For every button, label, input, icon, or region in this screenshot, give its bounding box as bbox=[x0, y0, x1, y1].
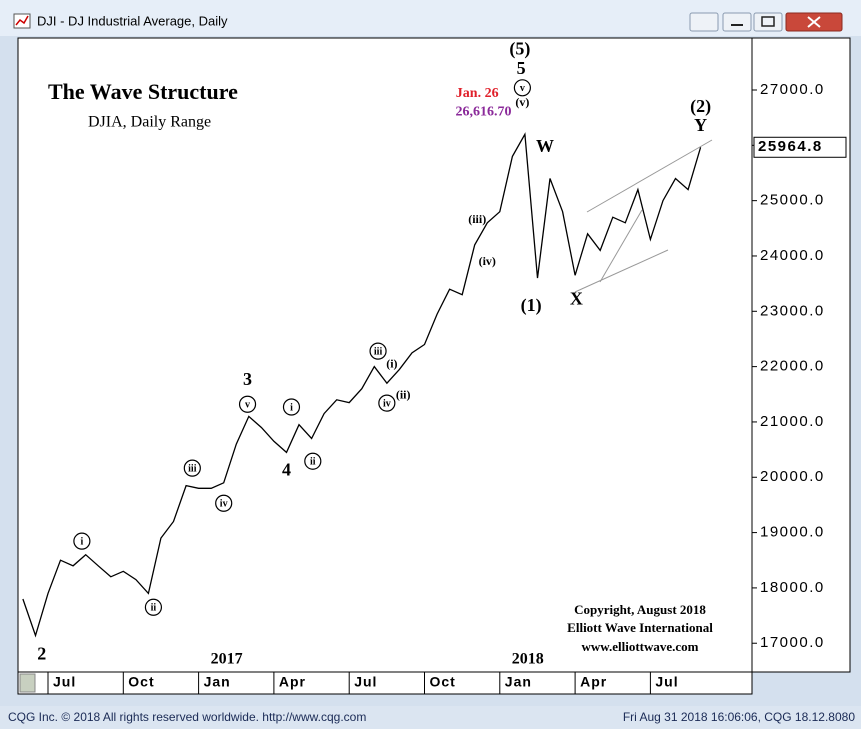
y-tick-label: 27000.0 bbox=[760, 81, 825, 98]
price-note: Jan. 26 bbox=[456, 86, 499, 101]
x-tick-label: Oct bbox=[128, 674, 154, 690]
chart-title: The Wave Structure bbox=[48, 79, 238, 104]
wave-label: (1) bbox=[521, 295, 542, 316]
wave-circle bbox=[378, 394, 396, 412]
wave-label: ii bbox=[151, 603, 157, 614]
y-tick-label: 19000.0 bbox=[760, 524, 825, 541]
x-tick-label: Jul bbox=[354, 674, 377, 690]
year-label: 2018 bbox=[512, 651, 544, 668]
corner-box bbox=[19, 673, 36, 693]
wave-label: (iv) bbox=[479, 254, 496, 268]
channel-inner bbox=[599, 209, 643, 283]
wave-circle bbox=[144, 598, 163, 616]
wave-circle bbox=[513, 79, 531, 97]
y-tick-label: 20000.0 bbox=[760, 468, 825, 485]
link-button[interactable] bbox=[689, 12, 719, 32]
channel-lower bbox=[574, 249, 669, 293]
wave-circle bbox=[369, 342, 387, 360]
x-tick-label: Jan bbox=[505, 674, 532, 690]
app-icon-line bbox=[15, 15, 29, 26]
wave-label: i bbox=[80, 536, 83, 547]
year-label: 2017 bbox=[211, 651, 243, 668]
wave-label: i bbox=[290, 402, 293, 413]
wave-label: (v) bbox=[515, 95, 529, 109]
status-right: Fri Aug 31 2018 16:06:06, CQG 18.12.8080 bbox=[623, 710, 855, 724]
wave-label: (iii) bbox=[468, 212, 486, 226]
wave-label: X bbox=[570, 288, 583, 308]
price-axis bbox=[751, 37, 851, 673]
x-tick-label: Oct bbox=[430, 674, 456, 690]
y-tick-label: 25000.0 bbox=[760, 192, 825, 209]
last-price-box bbox=[753, 136, 847, 158]
status-bar bbox=[0, 706, 861, 729]
wave-label: 5 bbox=[517, 58, 526, 78]
time-axis bbox=[17, 671, 753, 695]
y-tick-label: 18000.0 bbox=[760, 579, 825, 596]
wave-label: (5) bbox=[509, 38, 530, 59]
wave-circle bbox=[215, 494, 233, 512]
wave-circle bbox=[304, 452, 322, 470]
wave-label: iv bbox=[220, 499, 228, 510]
copyright-line: www.elliottwave.com bbox=[582, 639, 699, 654]
wave-label: iii bbox=[188, 463, 197, 474]
y-tick-label: 24000.0 bbox=[760, 247, 825, 264]
copyright-line: Elliott Wave International bbox=[567, 620, 713, 635]
price-note: 26,616.70 bbox=[455, 104, 511, 119]
y-tick-label: 22000.0 bbox=[760, 358, 825, 375]
x-tick-label: Jul bbox=[53, 674, 76, 690]
wave-label: 3 bbox=[243, 369, 252, 389]
wave-circle bbox=[183, 459, 201, 477]
y-tick-label: 23000.0 bbox=[760, 302, 825, 319]
wave-label: 2 bbox=[37, 644, 46, 664]
x-tick-label: Apr bbox=[279, 674, 306, 690]
wave-label: (i) bbox=[386, 357, 397, 371]
maximize-icon bbox=[761, 16, 775, 27]
minimize-button[interactable] bbox=[722, 12, 752, 32]
last-price-label: 25964.8 bbox=[758, 138, 823, 155]
y-tick-label: 21000.0 bbox=[760, 413, 825, 430]
maximize-button[interactable] bbox=[753, 12, 783, 32]
wave-circle bbox=[282, 398, 301, 416]
wave-circle bbox=[238, 395, 257, 413]
wave-label: ii bbox=[310, 457, 316, 468]
x-tick-label: Jul bbox=[655, 674, 678, 690]
x-tick-label: Jan bbox=[204, 674, 231, 690]
wave-label: v bbox=[245, 400, 250, 411]
x-tick-label: Apr bbox=[580, 674, 607, 690]
wave-label: Y bbox=[694, 115, 707, 135]
wave-label: 4 bbox=[282, 459, 291, 479]
wave-label: iv bbox=[383, 398, 391, 409]
wave-label: (ii) bbox=[396, 388, 411, 402]
copyright-line: Copyright, August 2018 bbox=[574, 602, 706, 617]
wave-label: W bbox=[536, 136, 554, 156]
wave-label: v bbox=[520, 83, 525, 94]
wave-circle bbox=[73, 532, 91, 550]
close-icon bbox=[807, 16, 821, 28]
channel-upper bbox=[586, 139, 713, 213]
chart-subtitle: DJIA, Daily Range bbox=[88, 114, 211, 131]
wave-label: (2) bbox=[690, 96, 711, 117]
status-left: CQG Inc. © 2018 All rights reserved worl… bbox=[8, 710, 366, 724]
price-line bbox=[22, 132, 702, 638]
wave-label: iii bbox=[374, 346, 383, 357]
y-tick-label: 17000.0 bbox=[760, 634, 825, 651]
window-title: DJI - DJ Industrial Average, Daily bbox=[37, 13, 228, 28]
